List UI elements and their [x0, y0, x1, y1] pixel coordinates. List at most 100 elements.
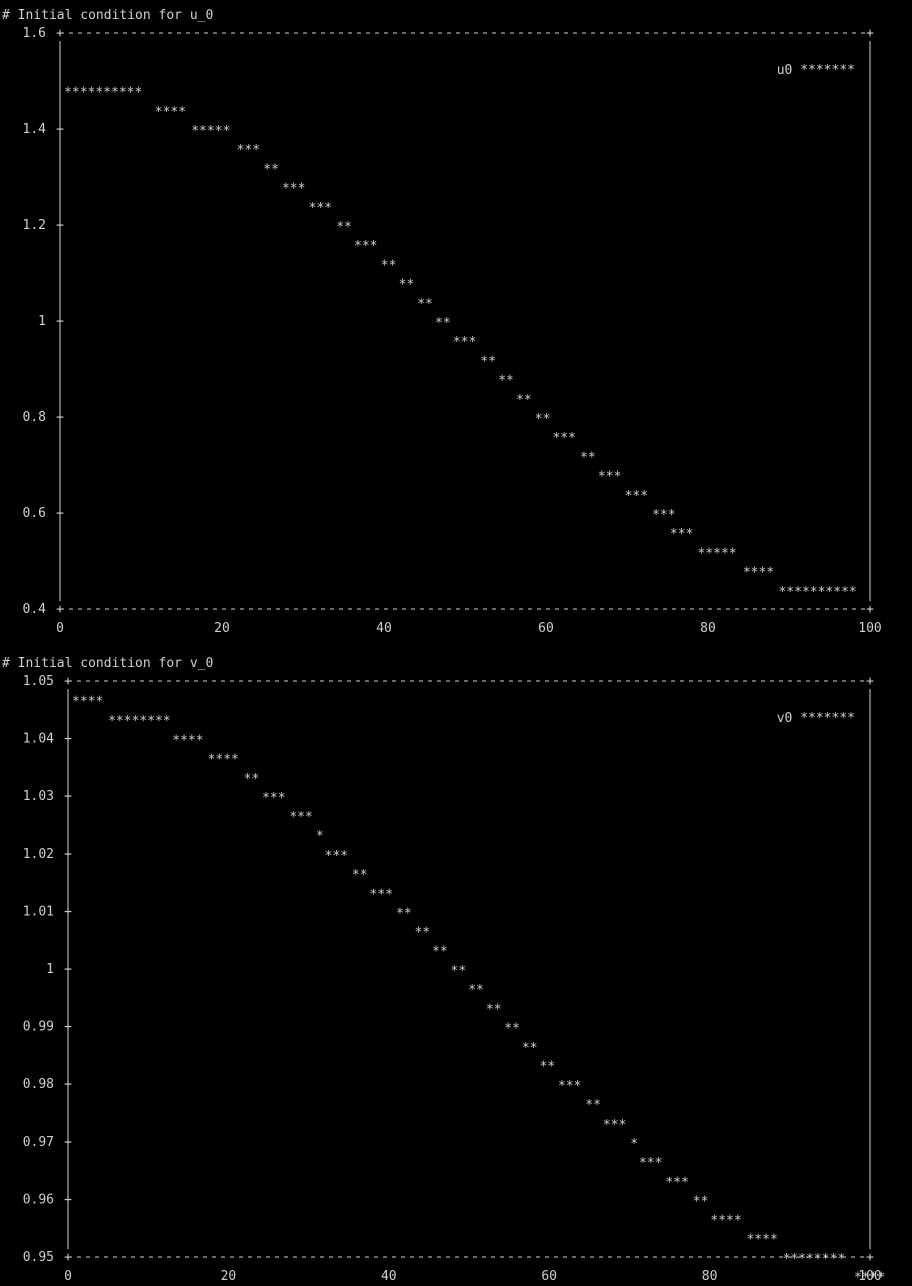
y-tick-mark: + [64, 789, 72, 804]
x-ticks: 0 20 40 60 80 100 [64, 1269, 882, 1284]
frame-corner: + [866, 26, 874, 41]
x-tick-label: 20 [221, 1269, 237, 1284]
data-point: ** [468, 983, 484, 998]
data-point: *** [665, 1175, 688, 1190]
data-point: ** [381, 258, 397, 273]
data-point: ** [432, 944, 448, 959]
data-point: ** [522, 1041, 538, 1056]
data-point: **** [854, 1270, 885, 1285]
x-tick-label: 40 [376, 621, 392, 636]
data-point: **** [208, 753, 239, 768]
plot-frame: + + + + [56, 26, 874, 617]
data-point: **** [710, 1213, 741, 1228]
x-tick-label: 60 [538, 621, 554, 636]
y-tick-label: 1 [38, 314, 46, 329]
frame-corner: + [56, 26, 64, 41]
data-point: **** [746, 1232, 777, 1247]
data-point: *** [558, 1079, 581, 1094]
y-tick-mark: + [56, 506, 64, 521]
data-point: *** [309, 201, 332, 216]
x-tick-label: 0 [64, 1269, 72, 1284]
data-point: ********** [778, 585, 856, 600]
chart-title: # Initial condition for v_0 [2, 656, 213, 671]
y-ticks: 0.4 0.6 +0.8 +1 +1.2 +1.4 +1.6 [23, 26, 65, 617]
data-point: ** [352, 868, 368, 883]
data-point: *** [289, 810, 312, 825]
y-tick-mark: + [64, 904, 72, 919]
data-point: ** [486, 1003, 502, 1018]
chart-u0: # Initial condition for u_0 u0 ******* +… [2, 8, 882, 636]
data-point: ** [336, 220, 352, 235]
data-point: *** [652, 508, 675, 523]
legend-label: v0 ******* [777, 711, 855, 726]
data-point: * [630, 1137, 638, 1152]
data-point: ** [263, 162, 279, 177]
chart-title: # Initial condition for u_0 [2, 8, 213, 23]
x-ticks: 0 20 40 60 80 100 [56, 621, 882, 636]
data-point: ***** [191, 124, 230, 139]
y-tick-label: 1 [46, 962, 54, 977]
data-point: ***** [697, 546, 736, 561]
data-point: ** [480, 354, 496, 369]
y-tick-mark: + [64, 847, 72, 862]
data-point: ** [414, 925, 430, 940]
y-tick-label: 0.96 [23, 1192, 54, 1207]
data-point: *** [598, 470, 621, 485]
frame-corner: + [866, 674, 874, 689]
data-point: ** [435, 316, 451, 331]
y-tick-label: 0.95 [23, 1250, 54, 1265]
data-point: ** [540, 1060, 556, 1075]
data-point: ********** [64, 86, 142, 101]
data-point: **** [172, 734, 203, 749]
y-tick-label: 1.6 [23, 26, 46, 41]
y-tick-label: 0.97 [23, 1135, 54, 1150]
y-tick-label: 1.04 [23, 732, 54, 747]
y-tick-label: 1.4 [23, 122, 47, 137]
data-point: **** [72, 694, 103, 709]
y-tick-mark: + [64, 732, 72, 747]
data-points: ****************************************… [64, 86, 857, 600]
y-tick-mark: + [64, 1020, 72, 1035]
y-tick-label: 1.2 [23, 218, 46, 233]
x-tick-label: 20 [214, 621, 230, 636]
y-tick-mark: + [56, 218, 64, 233]
data-point: *** [354, 239, 377, 254]
y-tick-label: 0.6 [23, 506, 46, 521]
frame-corner: + [64, 1250, 72, 1265]
data-point: ** [498, 374, 514, 389]
frame-corner: + [64, 674, 72, 689]
data-point: * [316, 829, 324, 844]
y-tick-mark: + [56, 122, 64, 137]
y-tick-mark: + [64, 962, 72, 977]
data-point: ******** [783, 1252, 846, 1267]
data-point: ** [585, 1098, 601, 1113]
y-tick-label: 0.4 [23, 602, 47, 617]
y-tick-mark: + [64, 1192, 72, 1207]
y-tick-label: 0.98 [23, 1077, 54, 1092]
data-point: ** [417, 297, 433, 312]
data-point: ** [693, 1194, 709, 1209]
data-point: ** [396, 906, 412, 921]
data-point: *** [282, 182, 305, 197]
chart-v0: # Initial condition for v_0 v0 ******* +… [2, 656, 885, 1285]
data-point: ******** [108, 714, 171, 729]
y-tick-mark: + [64, 1135, 72, 1150]
x-tick-label: 40 [381, 1269, 397, 1284]
x-tick-label: 60 [541, 1269, 557, 1284]
data-point: ** [399, 278, 415, 293]
data-point: **** [743, 566, 774, 581]
data-point: *** [603, 1118, 626, 1133]
y-tick-mark: + [56, 410, 64, 425]
data-point: ** [580, 450, 596, 465]
data-point: *** [237, 143, 260, 158]
y-tick-label: 0.8 [23, 410, 46, 425]
data-point: *** [552, 431, 575, 446]
data-point: *** [453, 335, 476, 350]
y-tick-mark: + [56, 314, 64, 329]
data-point: *** [639, 1156, 662, 1171]
data-point: *** [262, 791, 285, 806]
data-point: **** [155, 105, 186, 120]
y-tick-label: 1.03 [23, 789, 54, 804]
y-tick-mark: + [64, 1077, 72, 1092]
